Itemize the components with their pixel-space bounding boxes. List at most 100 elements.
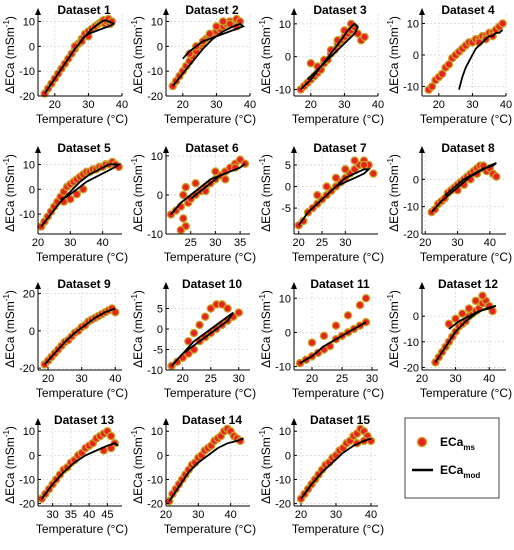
x-tick-label: 40 xyxy=(365,509,377,521)
x-tick-label: 30 xyxy=(466,99,478,111)
measured-point xyxy=(451,314,460,323)
y-axis-label: ΔECa (mSm-1) xyxy=(2,16,17,94)
measured-point xyxy=(437,69,447,79)
x-axis-label: Temperature (°C) xyxy=(292,522,384,536)
y-axis-label: ΔECa (mSm-1) xyxy=(258,426,273,504)
y-axis-label: ΔECa (mSm-1) xyxy=(2,426,17,504)
y-axis-arrow xyxy=(419,8,425,15)
x-axis-label: Temperature (°C) xyxy=(36,112,128,126)
y-tick-label: 0 xyxy=(285,52,291,64)
model-line xyxy=(297,168,372,226)
x-tick-label: 25 xyxy=(185,237,197,249)
x-tick-label: 25 xyxy=(316,237,328,249)
x-tick-label: 20 xyxy=(305,99,317,111)
measured-point xyxy=(341,165,350,174)
panel-title: Dataset 5 xyxy=(57,141,111,155)
panel-title: Dataset 12 xyxy=(438,277,498,291)
model-line xyxy=(300,22,359,91)
measured-point xyxy=(444,60,454,69)
measured-point xyxy=(72,189,82,199)
measured-point xyxy=(200,312,210,321)
x-axis-label: Temperature (°C) xyxy=(164,386,256,400)
y-tick-label: 10 xyxy=(279,19,291,31)
x-tick-label: 35 xyxy=(65,509,77,521)
measured-point xyxy=(211,167,220,176)
measured-point xyxy=(319,331,329,341)
y-axis-label: ΔECa (mSm-1) xyxy=(130,154,145,232)
panel-15: 20 30 40 -20 -10 0 10 Dataset 15 Temperature (°C… xyxy=(258,413,384,536)
x-tick-label: 40 xyxy=(109,373,121,385)
x-tick-label: 30 xyxy=(339,237,351,249)
y-tick-label: -10 xyxy=(19,209,35,221)
y-tick-label: 10 xyxy=(151,16,163,28)
y-axis-arrow xyxy=(35,418,41,425)
panel-title: Dataset 8 xyxy=(441,141,495,155)
y-axis-label: ΔECa (mSm-1) xyxy=(130,290,145,368)
x-tick-label: 20 xyxy=(32,237,44,249)
measured-point xyxy=(106,431,116,441)
x-tick-label: 25 xyxy=(205,373,217,385)
x-tick-label: 30 xyxy=(46,509,58,521)
y-axis-label: ΔECa (mSm-1) xyxy=(258,290,273,368)
x-tick-label: 30 xyxy=(82,99,94,111)
measured-point xyxy=(427,82,437,91)
panel-title: Dataset 7 xyxy=(313,141,367,155)
model-line xyxy=(43,19,116,95)
y-axis-arrow xyxy=(419,282,425,289)
panel-8: 20 30 40 -20 -10 0 Dataset 8 Temperature (°C) ΔE… xyxy=(386,141,512,264)
measured-point xyxy=(205,29,214,39)
x-tick-label: 20 xyxy=(177,99,189,111)
panel-title: Dataset 3 xyxy=(313,3,367,17)
x-axis-label: Temperature (°C) xyxy=(292,250,384,264)
y-axis-arrow xyxy=(35,282,41,289)
measured-point xyxy=(176,225,186,235)
measured-point xyxy=(464,304,474,313)
legend-measured-label: ECams xyxy=(440,435,475,452)
measured-point xyxy=(221,175,230,184)
y-tick-label: 20 xyxy=(23,289,35,301)
measured-point xyxy=(189,328,199,338)
x-tick-label: 30 xyxy=(209,237,221,249)
measured-point xyxy=(369,169,378,178)
panel-title: Dataset 14 xyxy=(182,413,242,427)
measured-point xyxy=(217,300,227,309)
x-tick-label: 40 xyxy=(96,237,108,249)
y-tick-label: 0 xyxy=(157,41,163,53)
panel-1: 20 30 40 -20 -10 0 10 Dataset 1 Temperature (°C)… xyxy=(2,3,128,126)
measured-point xyxy=(234,308,244,317)
panel-6: 25 30 35 -10 0 10 Dataset 6 Temperature (°C) ΔEC… xyxy=(130,141,256,264)
y-tick-label: 0 xyxy=(29,184,35,196)
x-tick-label: 40 xyxy=(372,99,384,111)
y-axis-arrow xyxy=(35,8,41,15)
x-tick-label: 40 xyxy=(244,99,256,111)
measured-point xyxy=(343,311,353,320)
model-line xyxy=(170,311,234,367)
panel-10: 20 25 30 -10 -5 0 5 Dataset 10 Temperature (°C) Δ… xyxy=(130,277,256,400)
measured-point xyxy=(179,214,188,223)
measured-point xyxy=(471,296,481,306)
x-tick-label: 40 xyxy=(484,237,496,249)
y-axis-label: ΔECa (mSm-1) xyxy=(386,154,401,232)
y-tick-label: 5 xyxy=(157,304,163,316)
y-axis-label: ΔECa (mSm-1) xyxy=(258,154,273,232)
y-tick-label: -20 xyxy=(403,362,419,374)
x-tick-label: 40 xyxy=(500,99,512,111)
panel-title: Dataset 1 xyxy=(57,3,111,17)
x-tick-label: 20 xyxy=(160,509,172,521)
model-line xyxy=(299,321,367,364)
measured-point xyxy=(331,173,341,183)
y-tick-label: 10 xyxy=(23,426,35,438)
y-axis-label: ΔECa (mSm-1) xyxy=(258,16,273,94)
measured-point xyxy=(78,185,88,194)
measured-point xyxy=(191,178,200,188)
model-line xyxy=(44,307,116,366)
panel-2: 20 30 40 -20 -10 0 10 Dataset 2 Temperature (°C)… xyxy=(130,3,256,126)
y-tick-label: 0 xyxy=(413,50,419,62)
chart-panels: 20 30 40 -20 -10 0 10 Dataset 1 Temperature (°C)… xyxy=(2,3,512,536)
y-tick-label: 10 xyxy=(279,426,291,438)
panel-title: Dataset 9 xyxy=(57,277,111,291)
measured-point xyxy=(366,436,376,446)
x-axis-label: Temperature (°C) xyxy=(420,386,512,400)
y-axis-arrow xyxy=(291,418,297,425)
x-tick-label: 30 xyxy=(366,373,378,385)
